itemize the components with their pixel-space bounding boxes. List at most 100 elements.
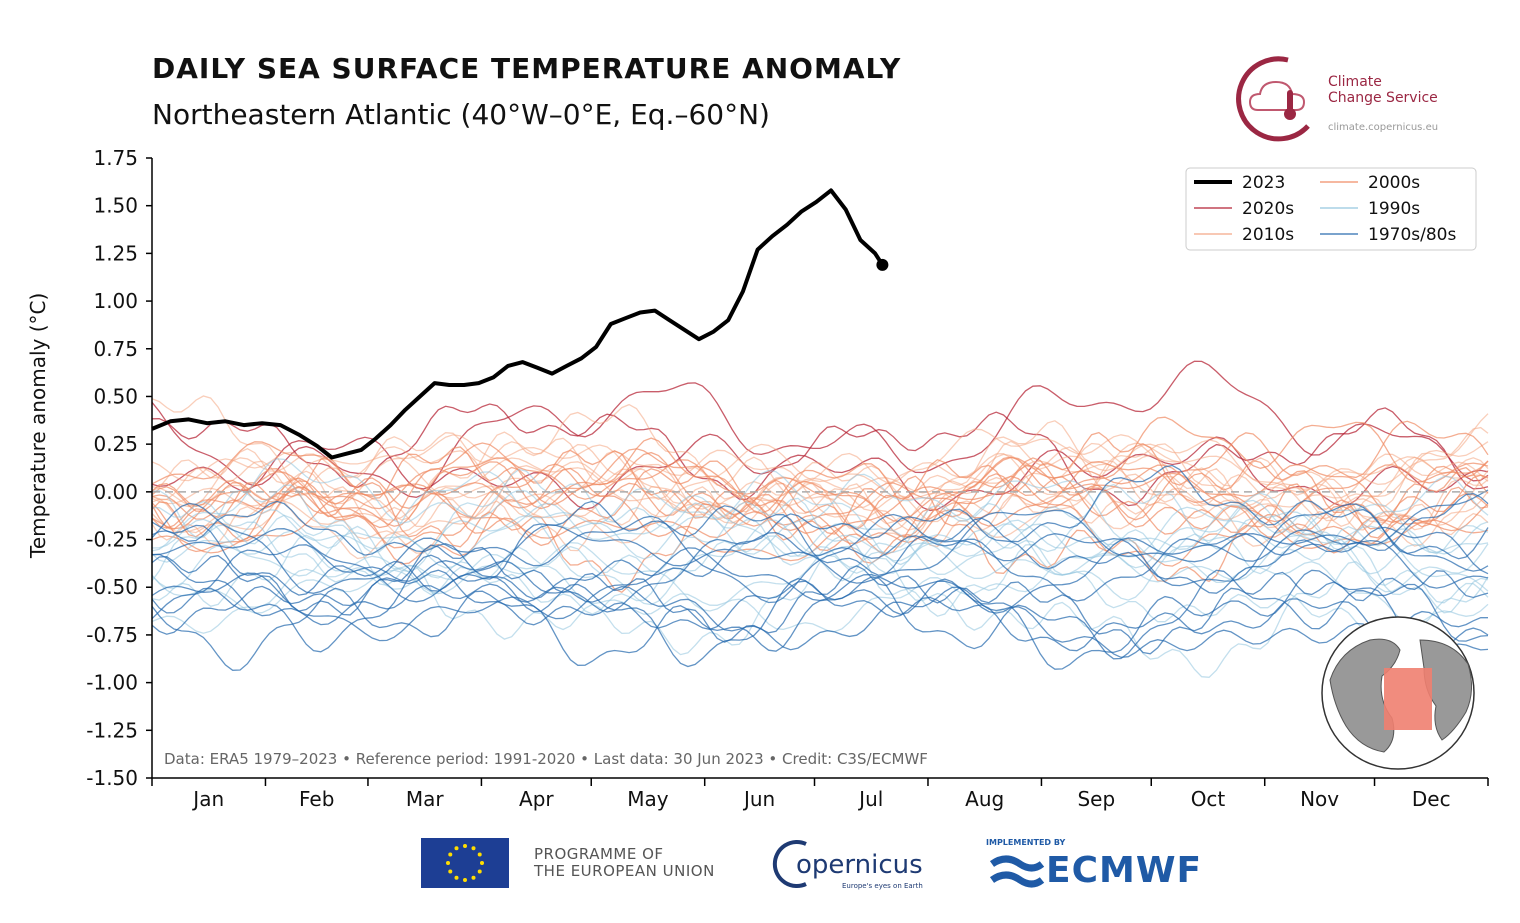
historical-line-1970s-80s-6 xyxy=(151,544,1489,655)
historical-line-2000s-6 xyxy=(151,460,1489,556)
legend-label-2000s: 2000s xyxy=(1368,173,1420,193)
legend-label-2020s: 2020s xyxy=(1242,199,1294,219)
x-tick-label-oct: Oct xyxy=(1191,787,1226,811)
c3s-url: climate.copernicus.eu xyxy=(1328,122,1439,133)
eu-star xyxy=(463,878,467,882)
copernicus-c-icon xyxy=(772,840,807,888)
eu-star xyxy=(448,852,453,857)
legend-label-2023: 2023 xyxy=(1242,173,1285,193)
eu-stars-icon xyxy=(446,844,484,882)
eu-programme-text: PROGRAMME OF THE EUROPEAN UNION xyxy=(534,846,715,880)
globe-land-americas xyxy=(1329,638,1401,753)
historical-line-1990s-6 xyxy=(151,484,1489,617)
c3s-name: Climate Change Service xyxy=(1328,74,1438,106)
historical-line-1970s-80s-0 xyxy=(151,553,1488,658)
y-tick-label: 1.75 xyxy=(93,146,138,170)
eu-line2: THE EUROPEAN UNION xyxy=(534,862,715,880)
y-tick-label: 0.75 xyxy=(93,337,138,361)
historical-line-1990s-5 xyxy=(152,500,1489,632)
y-tick-label: -0.25 xyxy=(86,528,138,552)
eu-star xyxy=(446,861,450,865)
historical-line-1970s-80s-1 xyxy=(151,569,1489,652)
eu-star xyxy=(477,852,482,857)
series-2023-line xyxy=(151,188,885,460)
historical-line-2020s-2 xyxy=(151,360,1489,498)
y-tick-label: 0.25 xyxy=(93,432,138,456)
historical-line-2000s-0 xyxy=(151,457,1489,565)
legend-label-1990s: 1990s xyxy=(1368,199,1420,219)
ecmwf-word: ECMWF xyxy=(1046,850,1203,891)
y-tick-label: 1.00 xyxy=(93,289,138,313)
chart-subtitle: Northeastern Atlantic (40°W–0°E, Eq.–60°… xyxy=(152,98,770,131)
legend-box xyxy=(1185,167,1477,251)
x-tick-label-jun: Jun xyxy=(742,787,775,811)
x-tick-label-feb: Feb xyxy=(299,787,334,811)
historical-line-2010s-5 xyxy=(151,431,1489,531)
x-tick-label-aug: Aug xyxy=(965,787,1004,811)
historical-line-2000s-5 xyxy=(151,431,1489,531)
x-tick-label-apr: Apr xyxy=(519,787,554,811)
eu-line1: PROGRAMME OF xyxy=(534,845,664,863)
historical-line-1990s-2 xyxy=(151,471,1489,563)
historical-line-1970s-80s-8 xyxy=(151,502,1489,604)
y-tick-label: -0.50 xyxy=(86,575,138,599)
eu-star xyxy=(463,844,467,848)
copernicus-word: opernicus xyxy=(796,850,923,880)
globe-region-box xyxy=(1384,668,1432,730)
series-2023-group xyxy=(151,188,889,460)
eu-star xyxy=(471,875,476,880)
historical-line-2000s-8 xyxy=(151,420,1489,529)
historical-line-2010s-3 xyxy=(151,442,1489,554)
historical-series-group xyxy=(151,360,1489,678)
c3s-name-line2: Change Service xyxy=(1328,90,1438,106)
eu-flag-icon xyxy=(421,838,509,888)
c3s-cloud-icon xyxy=(1236,56,1310,142)
x-tick-label-dec: Dec xyxy=(1412,787,1451,811)
eu-star xyxy=(477,869,482,874)
ecmwf-waves-icon xyxy=(989,855,1045,888)
eu-star xyxy=(471,846,476,851)
y-tick-label: 0.50 xyxy=(93,384,138,408)
axes-group: 1.75 1.50 1.25 1.00 0.75 0.50 0.25 0.00 -0.25 -0.… xyxy=(86,146,1489,811)
c3s-logo: Climate Change Service climate.copernicu… xyxy=(1228,52,1498,142)
x-tick-label-jan: Jan xyxy=(191,787,224,811)
y-tick-label: -1.25 xyxy=(86,718,138,742)
region-map-inset xyxy=(1321,616,1475,770)
y-tick-label: -1.50 xyxy=(86,766,138,790)
ecmwf-logo: ECMWF xyxy=(988,850,1228,894)
x-tick-label-sep: Sep xyxy=(1077,787,1115,811)
historical-line-1990s-7 xyxy=(151,494,1489,577)
x-tick-label-nov: Nov xyxy=(1300,787,1339,811)
legend-label-2010s: 2010s xyxy=(1242,225,1294,245)
credit-text: Data: ERA5 1979–2023 • Reference period:… xyxy=(164,750,928,768)
x-tick-label-jul: Jul xyxy=(857,787,883,811)
eu-star xyxy=(448,869,453,874)
c3s-name-line1: Climate xyxy=(1328,74,1382,90)
series-2023-endpoint xyxy=(876,258,889,271)
historical-line-2010s-2 xyxy=(151,456,1489,525)
y-tick-label: 1.25 xyxy=(93,241,138,265)
y-tick-label: 1.50 xyxy=(93,194,138,218)
historical-line-1990s-9 xyxy=(151,537,1489,634)
ecmwf-implemented-by: IMPLEMENTED BY xyxy=(986,838,1066,847)
legend-label-1970s-80s: 1970s/80s xyxy=(1368,225,1456,245)
historical-line-2010s-4 xyxy=(151,442,1489,544)
x-tick-label-may: May xyxy=(627,787,669,811)
y-tick-label: -0.75 xyxy=(86,623,138,647)
historical-line-1970s-80s-10 xyxy=(151,569,1489,671)
y-tick-label: 0.00 xyxy=(93,480,138,504)
eu-star xyxy=(480,861,484,865)
eu-star xyxy=(454,846,459,851)
historical-line-1990s-8 xyxy=(151,525,1489,678)
historical-line-1970s-80s-9 xyxy=(151,554,1489,670)
chart-title: DAILY SEA SURFACE TEMPERATURE ANOMALY xyxy=(152,52,902,85)
historical-line-2010s-8 xyxy=(151,395,1489,522)
copernicus-logo: opernicus Europe's eyes on Earth xyxy=(772,838,942,890)
historical-line-2000s-3 xyxy=(151,463,1489,567)
historical-line-1970s-80s-3 xyxy=(151,492,1489,600)
x-tick-label-mar: Mar xyxy=(406,787,445,811)
y-tick-label: -1.00 xyxy=(86,671,138,695)
eu-star xyxy=(454,875,459,880)
historical-line-1990s-0 xyxy=(151,458,1489,593)
